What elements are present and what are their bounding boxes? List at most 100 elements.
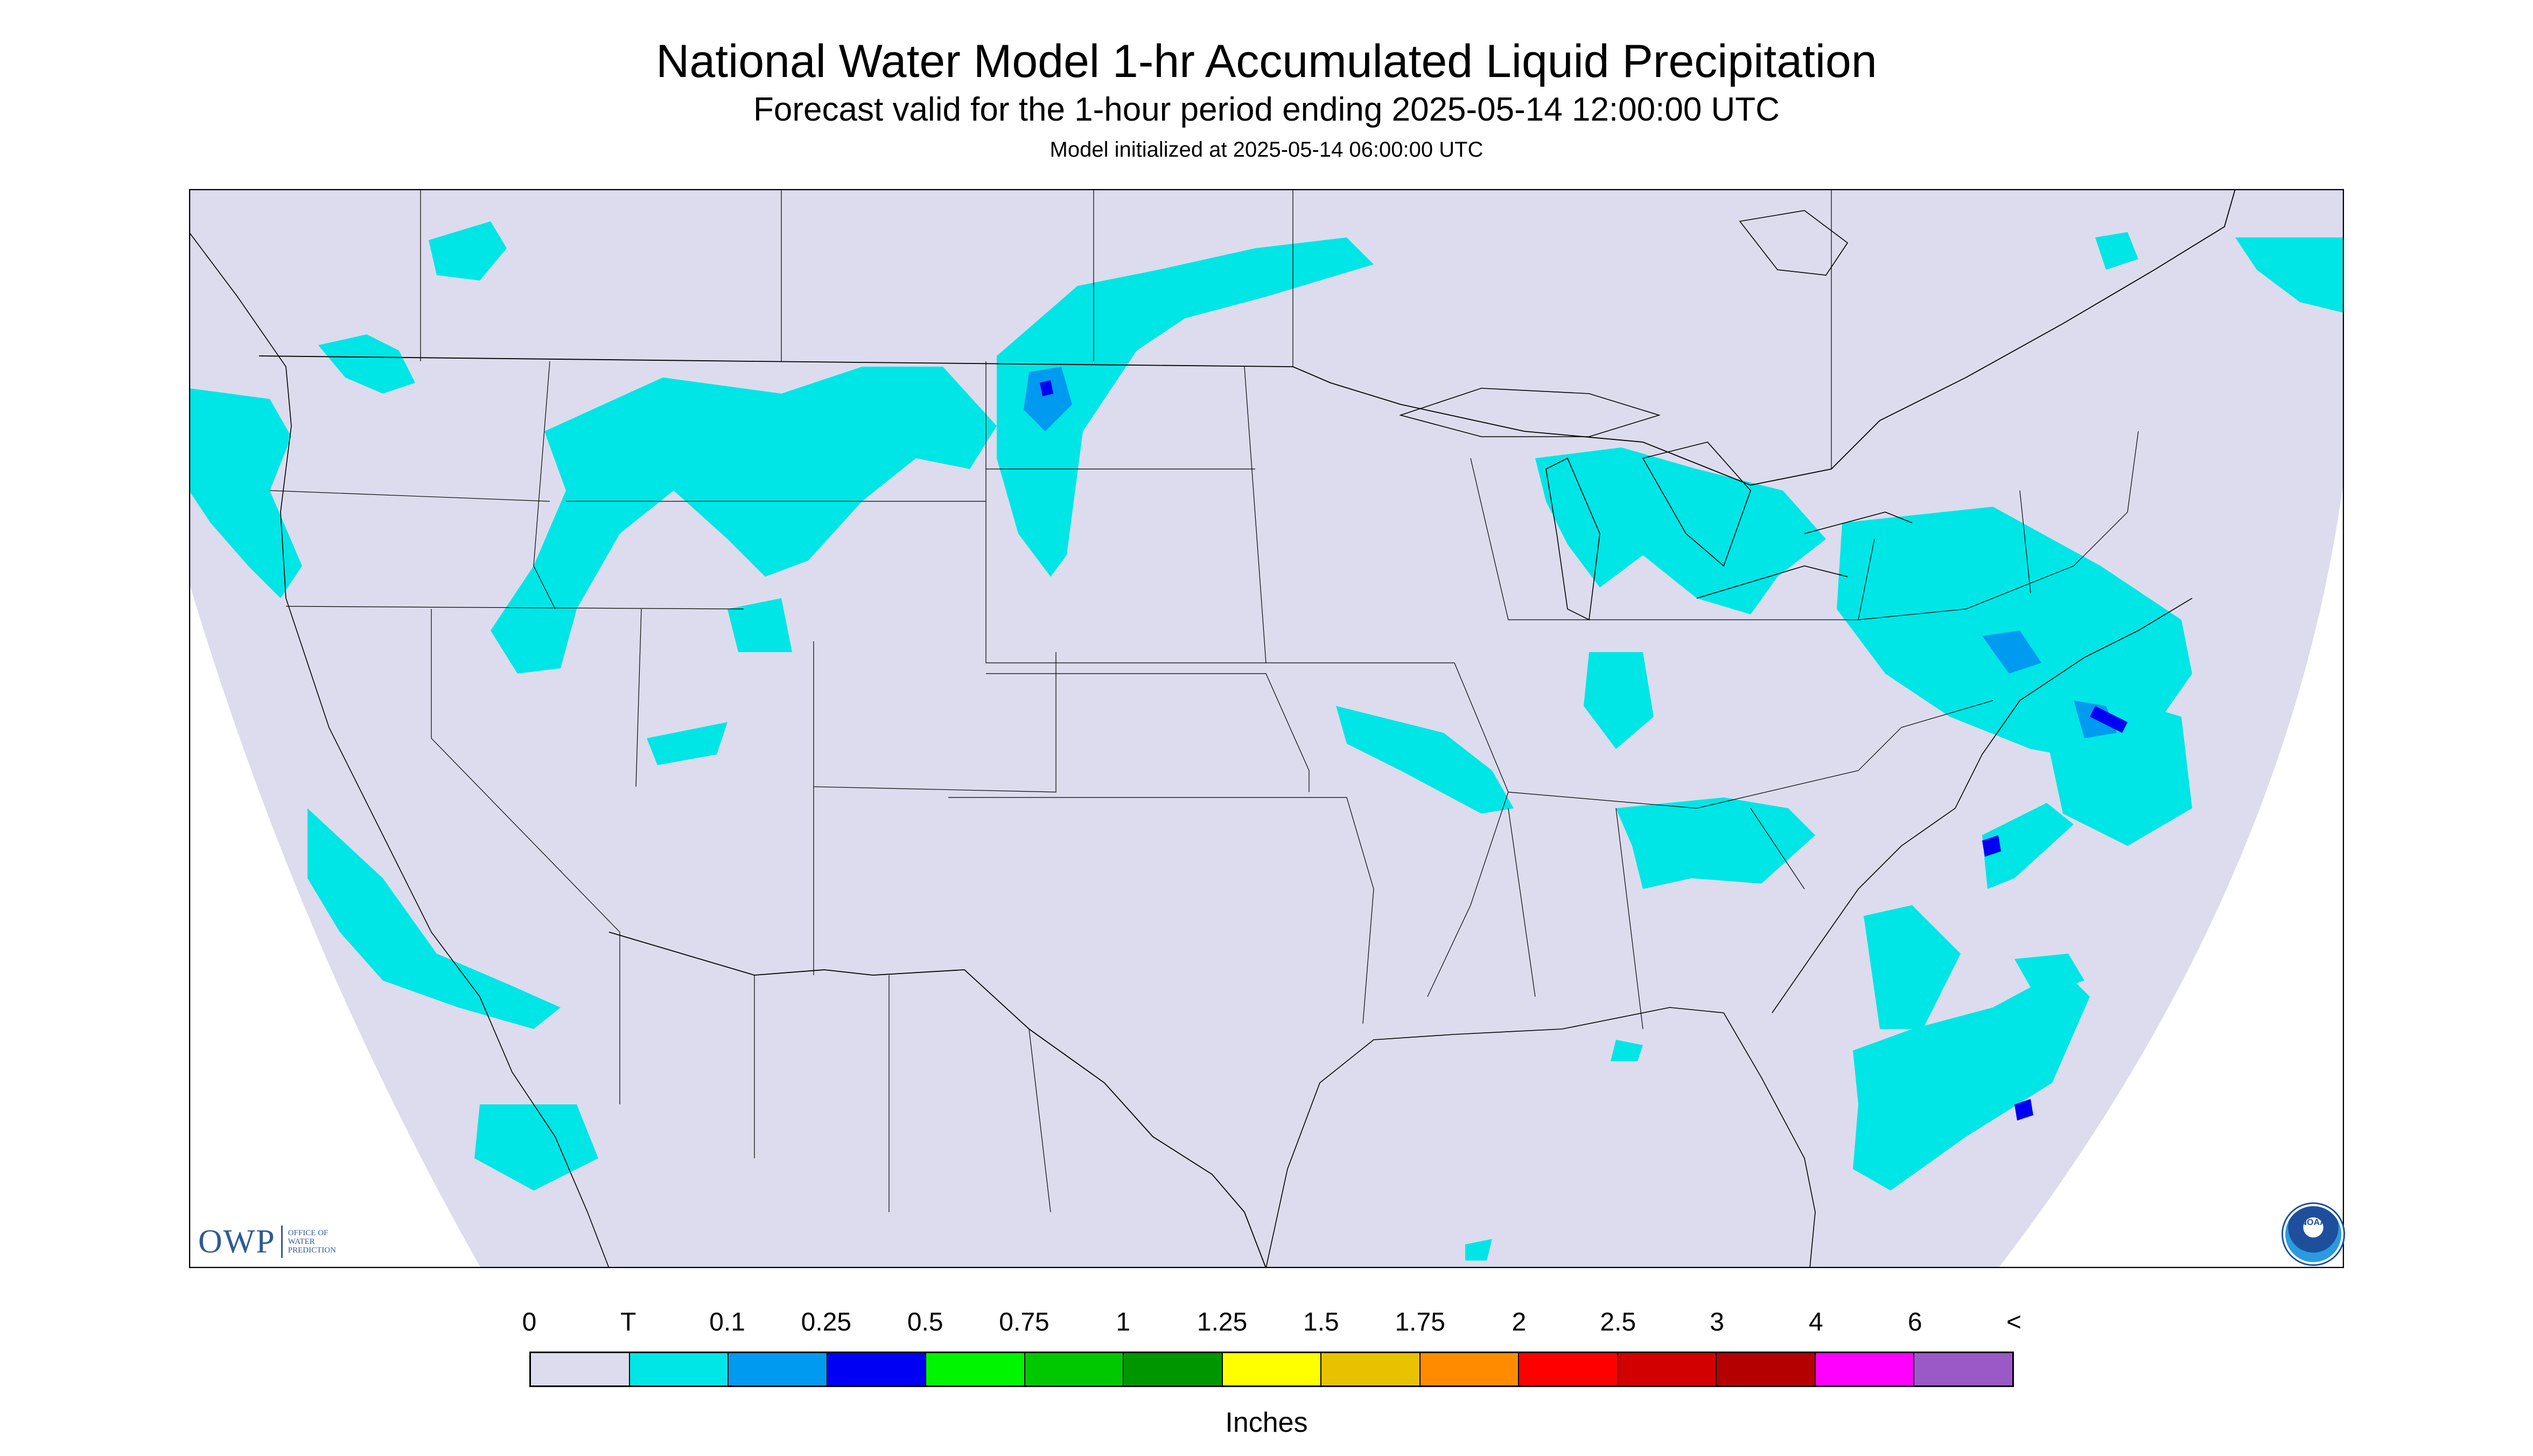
precip-cell-florida-offshore: [2014, 1099, 2033, 1121]
legend-swatch: [531, 1353, 630, 1385]
precip-area-quebec: [2235, 237, 2344, 313]
legend-label: 6: [1907, 1308, 1922, 1336]
legend-label: 0.25: [801, 1308, 852, 1336]
precip-area-southeast-atlantic: [1864, 905, 1961, 1029]
legend-swatch: [1222, 1353, 1322, 1385]
precip-area-indiana: [1584, 652, 1654, 749]
lake-huron: [1642, 442, 1751, 567]
legend-swatch: [1815, 1353, 1915, 1385]
coast-pacific: [189, 232, 610, 1268]
precip-cell-north-dakota-core: [1040, 380, 1053, 396]
legend-labels: 0 T 0.1 0.25 0.5 0.75 1 1.25 1.5 1.75 2 2.5 3 4 6 <: [0, 1307, 2533, 1340]
legend-label: 0: [522, 1308, 537, 1336]
precip-area-california-coast: [307, 808, 561, 1029]
border-nv-az: [431, 609, 620, 933]
precip-area-north-dakota: [997, 237, 1374, 577]
border-northeast: [1858, 431, 2139, 620]
noaa-logo-text: NOAA: [2300, 1218, 2326, 1227]
owp-logo-divider: [281, 1226, 283, 1258]
legend-label: 2.5: [1600, 1308, 1636, 1336]
map-frame: [189, 189, 2344, 1268]
precip-area-mexico-south: [1465, 1239, 1492, 1261]
precip-area-gulf: [1611, 1040, 1643, 1061]
legend-label: 1: [1116, 1308, 1131, 1336]
precip-area-florida-offshore: [1853, 970, 2090, 1191]
legend-swatch: [1321, 1353, 1421, 1385]
legend-label: 1.75: [1395, 1308, 1445, 1336]
noaa-logo: NOAA: [2283, 1204, 2343, 1264]
border-co: [813, 641, 1056, 793]
legend-label: 1.25: [1196, 1308, 1248, 1336]
precip-area-carolinas: [1616, 797, 1815, 889]
legend-swatch: [926, 1353, 1025, 1385]
lake-michigan: [1545, 457, 1600, 621]
legend-swatch: [729, 1353, 828, 1385]
legend-swatch: [1025, 1353, 1124, 1385]
border-mn-ia: [1244, 366, 1454, 663]
border-south: [1508, 808, 1805, 1030]
precipitation-trace-areas: [189, 221, 2344, 1261]
precip-cell-new-jersey-offshore: [2090, 706, 2128, 733]
legend-swatch: [1420, 1353, 1520, 1385]
border-or-ca-nv: [285, 606, 744, 610]
precip-area-british-columbia: [429, 221, 507, 281]
legend-label: 2: [1512, 1308, 1527, 1336]
precipitation-light-areas: [1024, 367, 2117, 738]
map-title: National Water Model 1-hr Accumulated Li…: [656, 36, 1877, 87]
owp-logo-text: OWP: [198, 1223, 276, 1260]
precip-area-baja-pacific: [474, 1104, 598, 1191]
lake-superior: [1399, 388, 1661, 437]
border-wa-or: [269, 490, 550, 502]
precip-cell-north-dakota: [1024, 367, 1072, 431]
precipitation-moderate-areas: [1040, 380, 2128, 1121]
precip-area-pacific-northwest: [189, 388, 302, 598]
precipitation-map: [189, 189, 2344, 1268]
legend-swatch: [1519, 1353, 1618, 1385]
legend-label: 3: [1710, 1308, 1724, 1336]
coast-atlantic: [1772, 598, 2193, 1013]
owp-logo-subtitle: OFFICE OF WATER PREDICTION: [288, 1229, 336, 1255]
border-canada-provinces: [420, 189, 1832, 469]
legend-label: 4: [1809, 1308, 1823, 1336]
owp-logo: OWP OFFICE OF WATER PREDICTION: [198, 1222, 336, 1261]
precip-cell-atlantic-band: [1982, 835, 2001, 857]
state-borders: [269, 189, 2139, 1213]
border-great-lakes: [1470, 458, 1875, 620]
border-mississippi: [1427, 662, 1509, 997]
precip-cell-pennsylvania: [1982, 631, 2041, 674]
legend-units: Inches: [1225, 1407, 1308, 1438]
legend-swatch: [1124, 1353, 1223, 1385]
border-ohio-valley: [1508, 700, 1993, 809]
legend-swatch: [1618, 1353, 1717, 1385]
precip-area-nova-scotia: [2095, 232, 2138, 270]
border-mexico-states: [619, 932, 1051, 1213]
model-initialized-note: Model initialized at 2025-05-14 06:00:00…: [1049, 138, 1484, 162]
border-ok-tx: [948, 797, 1374, 1024]
legend-swatch: [1914, 1353, 2012, 1385]
legend-label: 0.1: [709, 1308, 745, 1336]
hudson-bay-inlet: [1739, 210, 1849, 276]
border-id: [533, 361, 556, 610]
legend-label: T: [620, 1308, 636, 1336]
precip-area-missouri-iowa: [1336, 706, 1514, 814]
precip-area-wyoming: [727, 598, 792, 652]
precip-area-utah: [647, 722, 727, 765]
legend-label: 1.5: [1303, 1308, 1339, 1336]
legend-label: <: [2006, 1308, 2022, 1336]
legend-label: 0.75: [999, 1308, 1049, 1336]
precip-area-east-offshore-1: [1982, 803, 2074, 889]
forecast-valid-subtitle: Forecast valid for the 1-hour period end…: [753, 91, 1780, 128]
legend-color-bar: [529, 1352, 2014, 1387]
precip-area-washington-coast: [318, 334, 415, 394]
legend-swatch: [1717, 1353, 1816, 1385]
coast-gulf: [1265, 1007, 1816, 1268]
lake-erie-ontario: [1696, 512, 1913, 599]
legend-label: 0.5: [907, 1308, 943, 1336]
legend-swatch: [827, 1353, 927, 1385]
precip-area-montana-idaho: [491, 367, 997, 674]
border-ut: [635, 608, 642, 787]
border-ne-ks: [986, 673, 1310, 792]
border-dakotas: [985, 361, 1266, 663]
precip-area-wisconsin-michigan: [1535, 447, 1826, 614]
us-canada-border: [258, 189, 2236, 486]
